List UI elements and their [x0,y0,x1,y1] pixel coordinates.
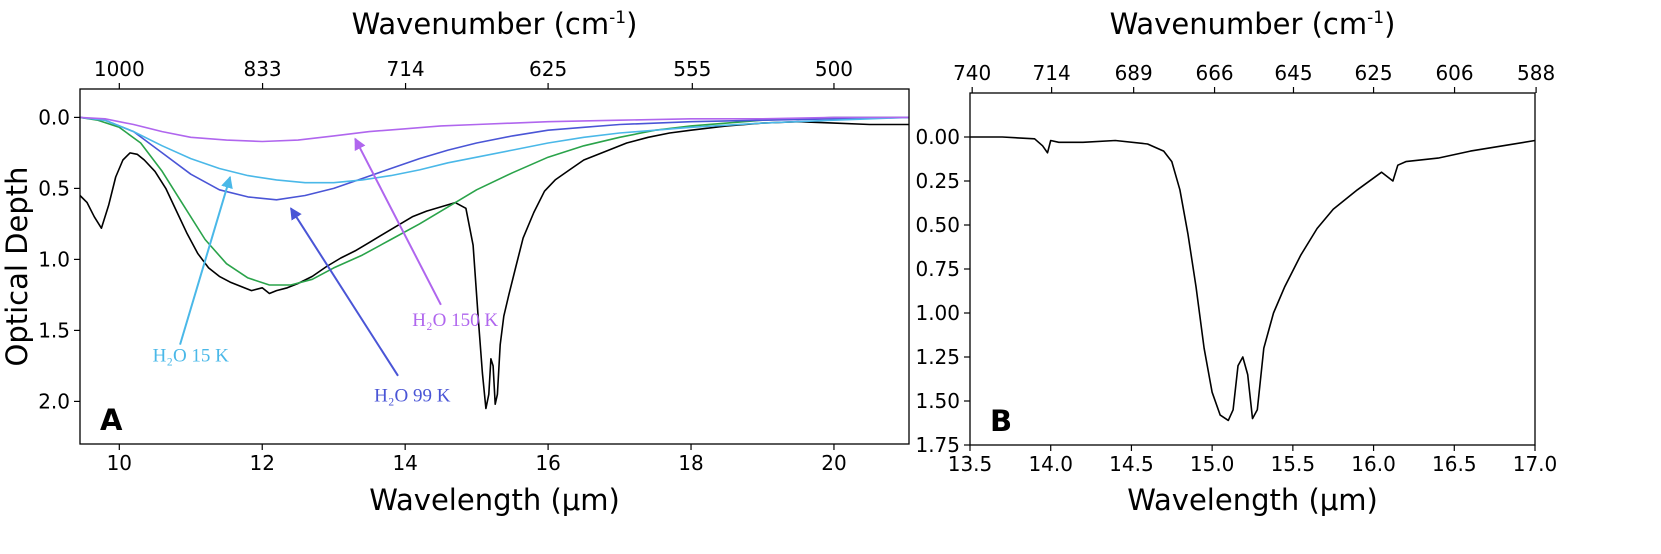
top-tick-label: 555 [673,57,711,81]
top-tick-label: 606 [1435,61,1473,85]
panel-b-label: B [990,404,1012,438]
panel-a-series-observed-spectrum [79,120,909,410]
y-tick-label: 1.00 [915,301,960,325]
panel-a-y-axis-title: Optical Depth [0,167,34,367]
annotation-label: H₂O 99 K [374,385,451,406]
top-tick-label: 625 [529,57,567,81]
top-tick-label: 689 [1115,61,1153,85]
top-tick-label: 625 [1354,61,1392,85]
panel-b-x-axis-title: Wavelength (μm) [1127,483,1378,517]
x-tick-label: 18 [678,451,703,475]
annotation-label: H₂O 15 K [153,346,230,367]
annotation-arrow [354,137,442,306]
panel-a-series-h2o-99-k [79,116,910,201]
x-tick-label: 15.5 [1271,452,1316,476]
y-tick-label: 1.25 [915,345,960,369]
x-tick-label: 15.0 [1190,452,1235,476]
x-tick-label: 14.5 [1109,452,1154,476]
panel-a-annotations: H₂O 15 K H₂O 99 K H₂O 150 K [153,137,498,406]
top-tick-label: 740 [953,61,991,85]
x-tick-label: 13.5 [948,452,993,476]
panel-a-series-h2o-150-k [79,116,909,143]
panel-a-top-ticks: 1000 833 714 625 555 500 [94,57,853,89]
y-tick-label: 0.00 [915,125,960,149]
panel-a-series-green-model [79,116,909,286]
y-tick-label: 0.25 [915,169,960,193]
panel-b-x-ticks: 13.5 14.0 14.5 15.0 15.5 16.0 16.5 17.0 [948,445,1558,476]
y-tick-label: 0.5 [38,176,70,200]
x-tick-label: 12 [250,451,275,475]
x-tick-label: 14.0 [1028,452,1073,476]
top-tick-label: 588 [1517,61,1555,85]
panel-a-y-ticks: 0.0 0.5 1.0 1.5 2.0 [38,105,80,413]
top-tick-label: 645 [1274,61,1312,85]
y-tick-label: 1.5 [38,318,70,342]
panel-b-top-ticks: 740 714 689 666 645 625 606 588 [953,61,1555,93]
y-tick-label: 1.75 [915,433,960,457]
x-tick-label: 10 [107,451,132,475]
panel-a-x-axis-title: Wavelength (μm) [369,483,620,517]
y-tick-label: 1.0 [38,247,70,271]
x-tick-label: 17.0 [1513,452,1558,476]
panel-a-label: A [100,403,123,437]
panel-b-series-observed-spectrum [970,136,1536,422]
top-tick-label: 714 [1033,61,1071,85]
y-tick-label: 0.50 [915,213,960,237]
y-tick-label: 1.50 [915,389,960,413]
top-tick-label: 833 [243,57,281,81]
top-tick-label: 666 [1195,61,1233,85]
panel-a-series-layer [79,116,910,410]
panel-b-y-ticks: 0.00 0.25 0.50 0.75 1.00 1.25 1.50 1.75 [915,125,970,457]
panel-a-series-h2o-15-k [79,116,910,184]
annotation-arrow [289,207,399,377]
top-tick-label: 500 [815,57,853,81]
panel-b-top-axis-title: Wavenumber (cm-1) [1110,7,1396,41]
annotation-arrow [179,175,233,345]
top-tick-label: 1000 [94,57,145,81]
y-tick-label: 0.75 [915,257,960,281]
panel-a-top-axis-title: Wavenumber (cm-1) [352,7,638,41]
annotation-label: H₂O 150 K [412,310,498,331]
y-tick-label: 0.0 [38,105,70,129]
panel-a: H₂O 15 K H₂O 99 K H₂O 150 K 10 12 14 16 18 20 0… [0,7,910,517]
x-tick-label: 16.0 [1351,452,1396,476]
x-tick-label: 16.5 [1432,452,1477,476]
x-tick-label: 20 [821,451,846,475]
panel-b-plot-frame [969,92,1536,446]
x-tick-label: 14 [392,451,417,475]
panel-a-x-ticks: 10 12 14 16 18 20 [107,444,847,475]
panel-b-series-layer [970,136,1536,422]
x-tick-label: 16 [535,451,560,475]
top-tick-label: 714 [386,57,424,81]
panel-a-plot-frame [79,88,910,445]
panel-b: 13.5 14.0 14.5 15.0 15.5 16.0 16.5 17.0 0.00 0.2… [915,7,1557,517]
y-tick-label: 2.0 [38,389,70,413]
